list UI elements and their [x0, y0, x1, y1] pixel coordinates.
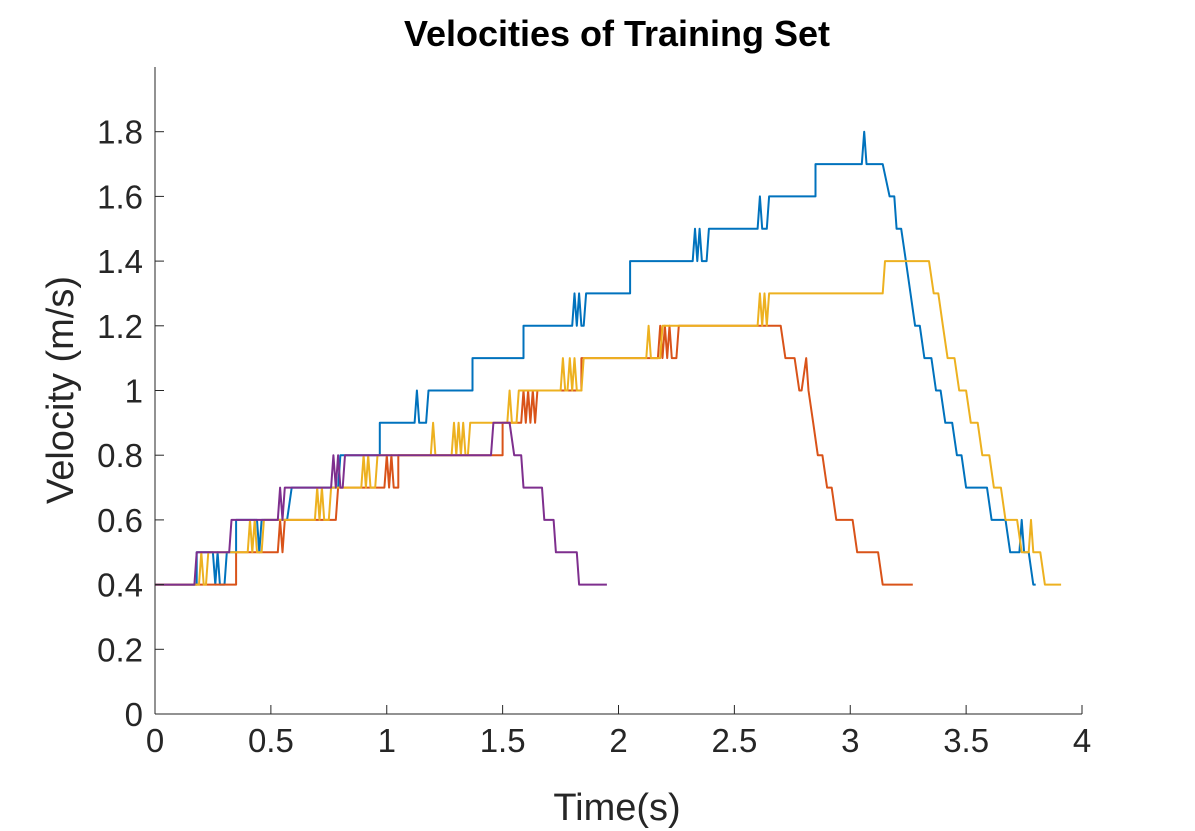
- series-layer: [155, 130, 1062, 586]
- y-axis-label: Velocity (m/s): [40, 276, 82, 504]
- x-axis-label: Time(s): [553, 787, 680, 829]
- series-line-2: [155, 324, 913, 586]
- x-tick-label: 1.5: [480, 722, 526, 759]
- y-tick-label: 0.4: [97, 567, 143, 604]
- x-tick-label: 4: [1073, 722, 1091, 759]
- y-tick-label: 1: [125, 373, 143, 410]
- x-tick-label: 0: [146, 722, 164, 759]
- chart-title: Velocities of Training Set: [404, 13, 830, 54]
- y-tick-label: 1.2: [97, 308, 143, 345]
- y-tick-label: 0.2: [97, 631, 143, 668]
- y-tick-label: 0.8: [97, 437, 143, 474]
- series-line-3: [155, 260, 1062, 586]
- x-tick-label: 1: [378, 722, 396, 759]
- x-ticks: 0 0.5 1 1.5 2 2.5 3 3.5 4: [146, 705, 1091, 759]
- x-tick-label: 2.5: [711, 722, 757, 759]
- y-tick-label: 1.6: [97, 178, 143, 215]
- y-tick-label: 1.8: [97, 114, 143, 151]
- series-line-4: [155, 421, 607, 586]
- x-tick-label: 3.5: [943, 722, 989, 759]
- x-tick-label: 3: [841, 722, 859, 759]
- y-tick-label: 0.6: [97, 502, 143, 539]
- x-tick-label: 2: [609, 722, 627, 759]
- y-tick-label: 0: [125, 696, 143, 733]
- x-tick-label: 0.5: [248, 722, 294, 759]
- y-tick-label: 1.4: [97, 243, 143, 280]
- y-ticks: 0 0.2 0.4 0.6 0.8 1 1.2 1.4 1.6 1.8: [97, 114, 164, 733]
